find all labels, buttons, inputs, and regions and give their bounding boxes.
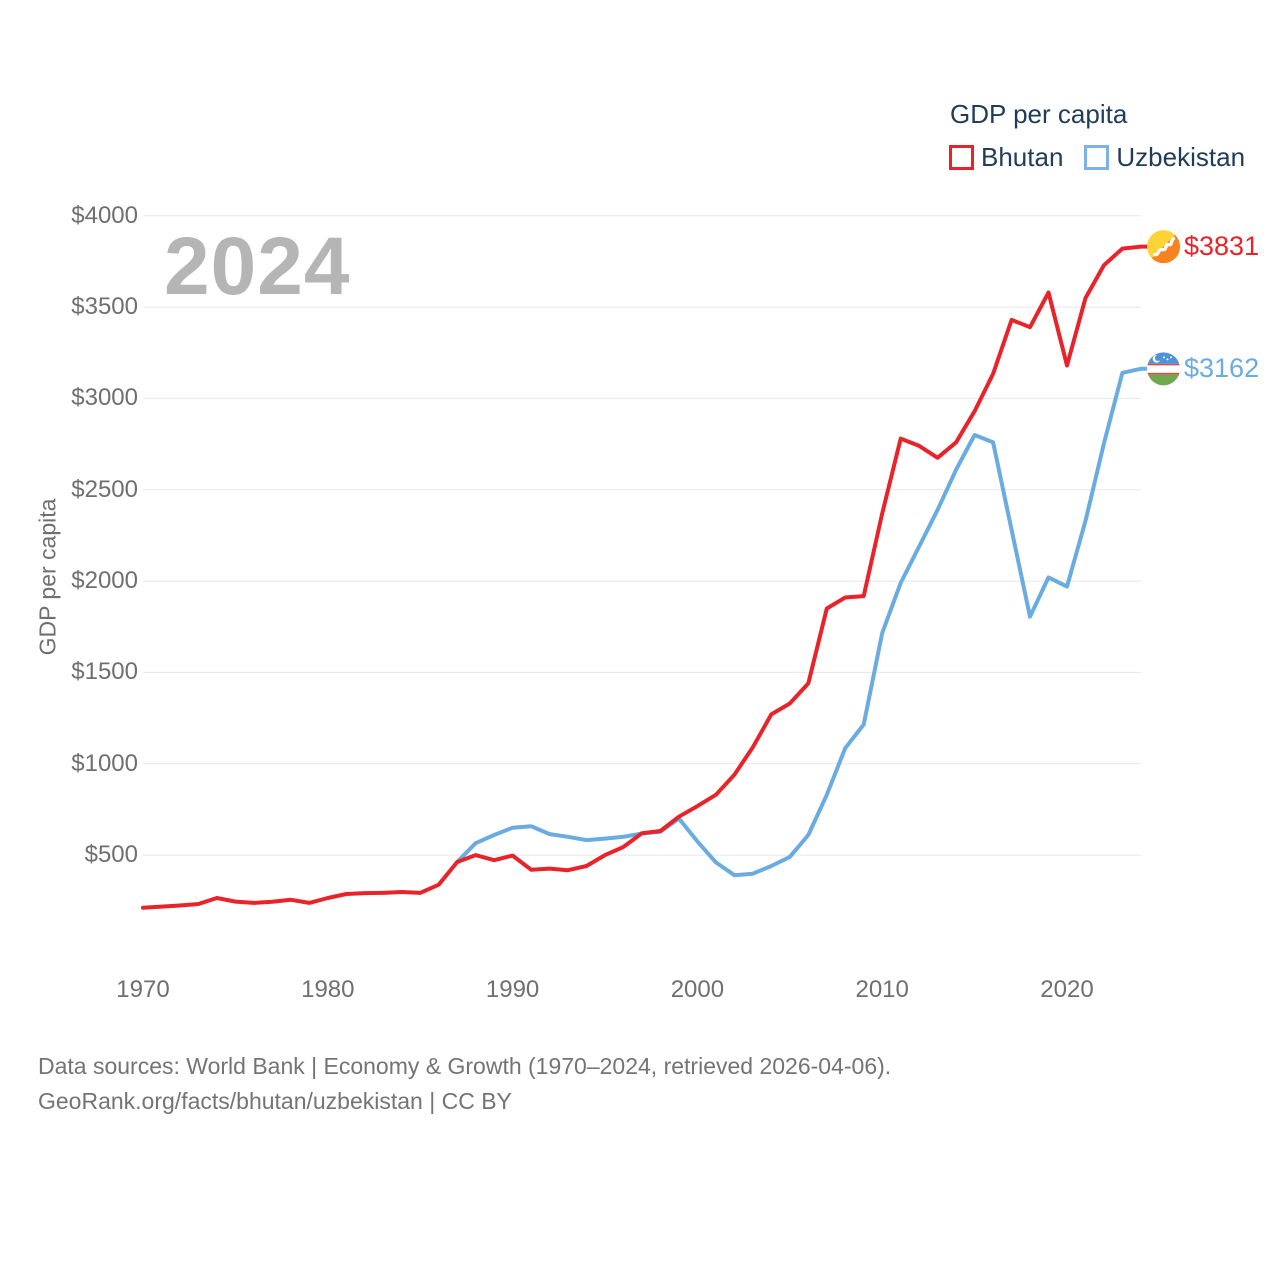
y-tick-label: $1500: [71, 658, 138, 686]
x-tick-label: 1980: [301, 976, 355, 1003]
legend-item-bhutan[interactable]: Bhutan: [949, 142, 1063, 173]
gridlines: [143, 215, 1141, 856]
uzbekistan-swatch-icon: [1084, 145, 1110, 170]
y-tick-label: $2000: [71, 567, 138, 595]
x-tick-label: 2020: [1040, 976, 1094, 1003]
legend: GDP per capita Bhutan Uzbekistan: [949, 99, 1245, 173]
uzbekistan-flag-icon: [1147, 352, 1180, 386]
watermark-year: 2024: [164, 221, 351, 312]
x-tick-label: 2000: [670, 976, 725, 1003]
x-tick-label: 2010: [855, 976, 909, 1003]
x-tick-label: 1970: [116, 976, 170, 1003]
bhutan-swatch-icon: [949, 145, 974, 170]
y-tick-label: $500: [84, 841, 138, 869]
legend-item-label: Bhutan: [981, 142, 1064, 172]
attribution-footer: Data sources: World Bank | Economy & Gro…: [38, 1049, 891, 1119]
y-tick-label: $1000: [71, 749, 138, 777]
bhutan-series-line: [141, 244, 1149, 910]
legend-title: GDP per capita: [950, 99, 1128, 129]
y-tick-label: $3500: [71, 293, 138, 321]
series-lines: [141, 244, 1149, 910]
bhutan-end-value-label: $3831: [1184, 231, 1260, 262]
legend-items: Bhutan Uzbekistan: [949, 142, 1245, 173]
x-tick-label: 1990: [485, 976, 540, 1003]
y-tick-label: $4000: [71, 201, 138, 229]
y-tick-label: $2500: [71, 475, 138, 503]
data-sources-line: Data sources: World Bank | Economy & Gro…: [38, 1053, 892, 1079]
bhutan-flag-icon: [1147, 230, 1180, 264]
legend-item-uzbekistan[interactable]: Uzbekistan: [1084, 142, 1245, 173]
uzbekistan-end-value-label: $3162: [1184, 353, 1260, 384]
y-tick-label: $3000: [71, 384, 138, 412]
uzbekistan-series-line: [455, 366, 1149, 878]
source-url-line: GeoRank.org/facts/bhutan/uzbekistan | CC…: [38, 1088, 512, 1114]
legend-item-label: Uzbekistan: [1116, 142, 1246, 172]
